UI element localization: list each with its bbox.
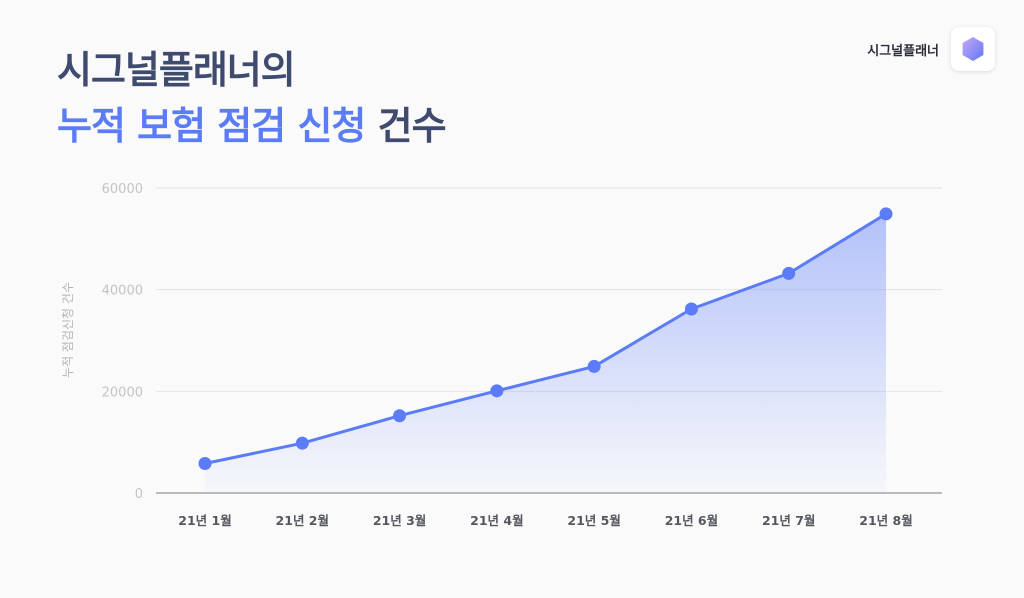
x-tick-label: 21년 8월 xyxy=(859,513,912,528)
y-axis-ticks: 0 20000 40000 60000 xyxy=(102,182,143,502)
x-tick-label: 21년 3월 xyxy=(373,513,426,528)
title-line-1: 시그널플래너의 xyxy=(57,48,296,92)
title-accent-text: 누적 보험 점검 신청 xyxy=(57,104,366,148)
y-tick-label: 60000 xyxy=(102,182,143,197)
hexagon-logo-icon xyxy=(962,37,984,61)
data-point xyxy=(587,359,601,373)
data-point xyxy=(393,409,407,423)
y-tick-label: 0 xyxy=(135,487,143,502)
data-point xyxy=(198,457,212,471)
x-axis-ticks: 21년 1월 21년 2월 21년 3월 21년 4월 21년 5월 21년 6월 21년 … xyxy=(178,513,912,528)
chart-title: 시그널플래너의 누적 보험 점검 신청 건수 xyxy=(57,42,447,154)
y-axis-label: 누적 점검신청 건수 xyxy=(61,282,75,378)
data-point xyxy=(295,436,309,450)
x-tick-label: 21년 7월 xyxy=(762,513,815,528)
x-tick-label: 21년 1월 xyxy=(178,513,231,528)
x-tick-label: 21년 5월 xyxy=(567,513,620,528)
y-tick-label: 20000 xyxy=(102,385,143,400)
brand-name: 시그널플래너 xyxy=(867,43,939,59)
series-polyline xyxy=(203,212,888,466)
data-point xyxy=(782,266,796,280)
y-tick-label: 40000 xyxy=(102,284,143,299)
title-suffix-text: 건수 xyxy=(377,104,447,148)
title-line-2: 누적 보험 점검 신청 건수 xyxy=(57,98,447,154)
brand-badge: 시그널플래너 xyxy=(867,27,995,71)
x-tick-label: 21년 2월 xyxy=(276,513,329,528)
x-tick-label: 21년 4월 xyxy=(470,513,523,528)
data-point xyxy=(684,302,698,316)
data-point xyxy=(879,207,893,221)
data-points xyxy=(198,207,893,471)
brand-logo-box xyxy=(951,27,995,71)
area-path xyxy=(205,213,886,494)
x-tick-label: 21년 6월 xyxy=(665,513,718,528)
data-point xyxy=(490,384,504,398)
series-line xyxy=(203,212,888,466)
area-fill xyxy=(205,213,886,494)
